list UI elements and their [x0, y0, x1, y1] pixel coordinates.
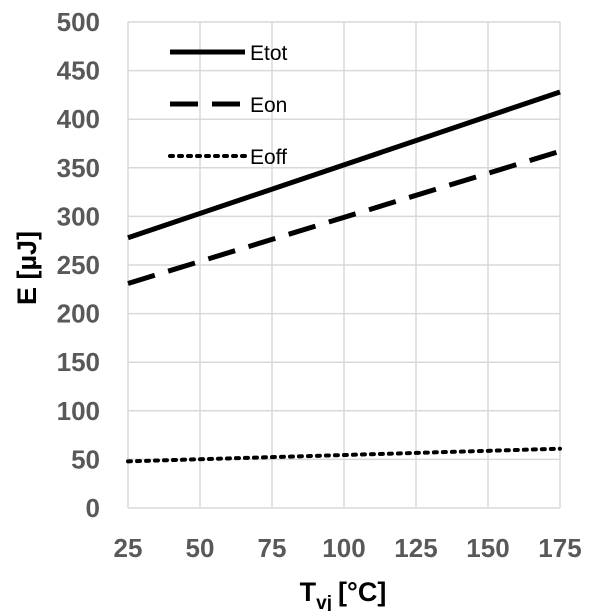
series-line-eoff	[126, 446, 562, 464]
series-line-etot	[127, 89, 561, 241]
legend-label-etot: Etot	[250, 42, 288, 65]
y-tick-label-500: 500	[57, 7, 100, 37]
y-tick-label-300: 300	[57, 201, 100, 231]
y-tick-label-150: 150	[57, 347, 100, 377]
grid	[127, 21, 561, 509]
legend-label-eon: Eon	[250, 94, 287, 117]
y-tick-label-50: 50	[71, 444, 100, 474]
y-tick-label-450: 450	[57, 56, 100, 86]
x-tick-labels: 25 50 75 100 125 150 175	[114, 533, 582, 563]
y-tick-label-350: 350	[57, 153, 100, 183]
x-tick-label-100: 100	[322, 533, 365, 563]
legend-label-eoff: Eoff	[250, 146, 287, 169]
y-tick-label-250: 250	[57, 250, 100, 280]
y-tick-label-0: 0	[86, 493, 100, 523]
x-tick-label-175: 175	[538, 533, 581, 563]
series-lines	[126, 89, 562, 464]
y-tick-label-400: 400	[57, 104, 100, 134]
x-tick-label-25: 25	[114, 533, 143, 563]
x-tick-label-75: 75	[258, 533, 287, 563]
series-line-eon	[127, 148, 561, 286]
y-tick-label-200: 200	[57, 299, 100, 329]
legend: Etot Eon Eoff	[168, 42, 288, 169]
y-axis-title: E [µJ]	[12, 231, 42, 305]
x-tick-label-50: 50	[186, 533, 215, 563]
x-tick-label-125: 125	[394, 533, 437, 563]
y-tick-label-100: 100	[57, 396, 100, 426]
y-tick-labels: 0 50 100 150 200 250 300 350 400 450 500	[57, 7, 100, 523]
x-tick-label-150: 150	[466, 533, 509, 563]
x-axis-title: Tvj [°C]	[300, 577, 387, 611]
